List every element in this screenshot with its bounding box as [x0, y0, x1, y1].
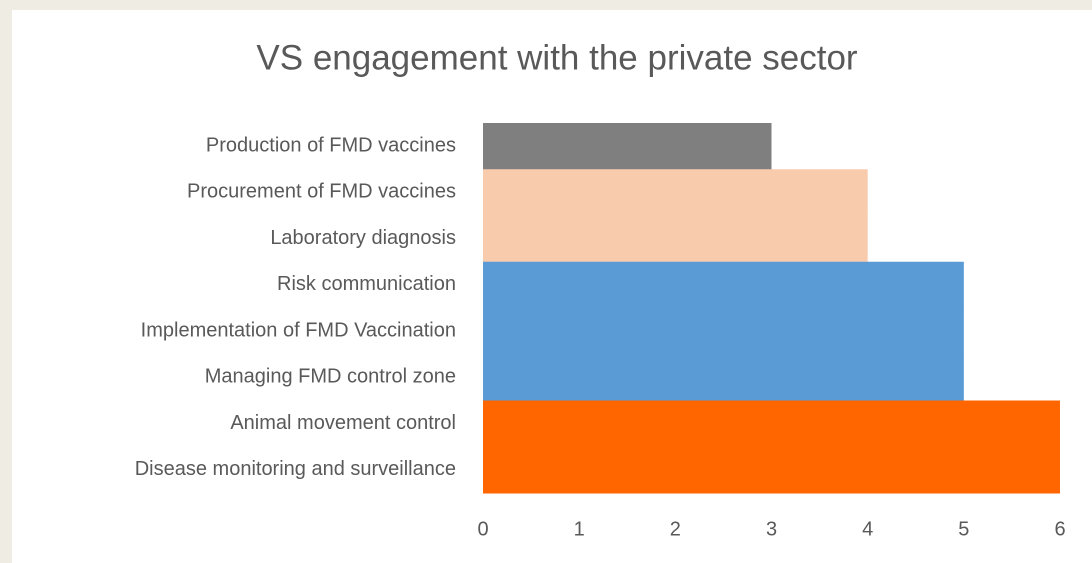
y-tick-label: Risk communication — [277, 273, 456, 295]
bar — [483, 308, 964, 355]
y-tick-label: Procurement of FMD vaccines — [187, 181, 456, 203]
x-tick-label: 4 — [862, 518, 873, 540]
bar — [483, 215, 868, 263]
bar — [483, 354, 964, 401]
bar — [483, 261, 964, 309]
y-tick-label: Production of FMD vaccines — [206, 134, 456, 156]
x-tick-label: 0 — [477, 518, 488, 540]
x-tick-label: 6 — [1054, 518, 1065, 540]
bar — [483, 169, 868, 216]
x-tick-label: 3 — [766, 518, 777, 540]
bar — [483, 400, 1060, 448]
x-tick-label: 2 — [670, 518, 681, 540]
y-tick-label: Animal movement control — [230, 412, 456, 434]
y-tick-label: Disease monitoring and surveillance — [135, 458, 456, 480]
bar — [483, 123, 772, 170]
x-tick-label: 5 — [958, 518, 969, 540]
y-tick-label: Laboratory diagnosis — [270, 227, 456, 249]
x-tick-label: 1 — [574, 518, 585, 540]
y-tick-label: Implementation of FMD Vaccination — [141, 319, 456, 341]
chart-title: VS engagement with the private sector — [256, 38, 858, 77]
y-tick-label: Managing FMD control zone — [205, 366, 456, 388]
bar — [483, 446, 1060, 494]
